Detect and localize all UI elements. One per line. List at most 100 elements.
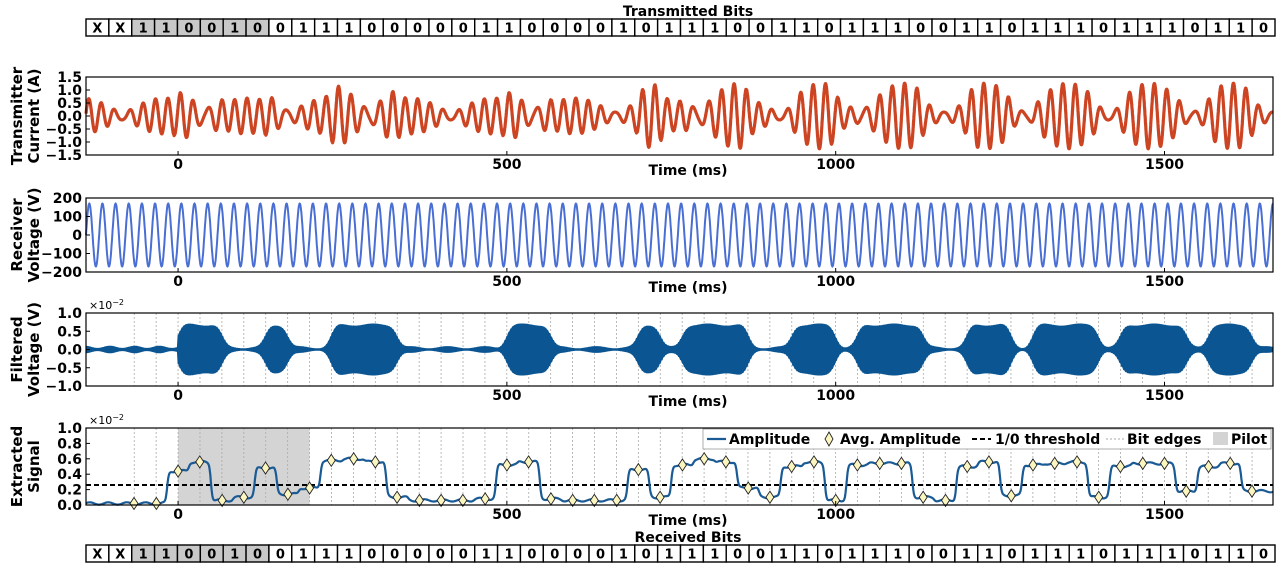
scale-label: ×10−2 [89,413,124,427]
bit-label: 1 [322,22,331,37]
avg-amplitude-marker [677,458,687,472]
avg-amplitude-marker [370,455,380,469]
bit-label: 0 [527,22,536,37]
y-tick-label: −100 [41,247,82,263]
plot-frame [85,427,1274,506]
avg-amplitude-marker [195,455,205,469]
bit-label: 1 [1122,22,1131,37]
x-tick-label: 0 [173,274,183,290]
bit-label: 0 [367,548,376,563]
y-tick-label: 0.6 [57,452,82,468]
bit-label: 1 [870,22,879,37]
avg-amplitude-marker [721,455,731,469]
bit-label: X [115,22,125,37]
avg-amplitude-marker [699,451,709,466]
bit-label: 1 [1236,548,1245,563]
avg-amplitude-marker [765,490,775,505]
y-tick-label: −1.0 [45,135,82,151]
bit-label: 0 [939,548,948,563]
bit-label: 0 [276,22,285,37]
y-tick-label: −200 [41,265,82,281]
bit-label: 0 [1099,548,1108,563]
bit-label: 0 [916,22,925,37]
bit-label: 1 [779,22,788,37]
bit-label: 1 [162,22,171,37]
avg-amplitude-marker [436,493,446,508]
bit-label: 1 [1030,548,1039,563]
x-tick-label: 0 [173,157,183,173]
y-tick-label: −1.5 [45,148,82,164]
bit-label: 0 [1259,22,1268,37]
legend-amplitude-label: Amplitude [729,432,810,448]
x-tick-label: 500 [492,274,521,290]
bit-label: 0 [1259,548,1268,563]
bit-label: 1 [893,548,902,563]
bit-label: 0 [436,548,445,563]
bit-label: 0 [276,548,285,563]
avg-amplitude-marker [129,496,139,511]
legend-pilot-swatch [1213,432,1228,445]
avg-amplitude-marker [1159,456,1170,471]
bit-label: 1 [1122,548,1131,563]
bit-label: 0 [390,22,399,37]
bit-label: 0 [390,548,399,563]
bit-label: 1 [962,22,971,37]
avg-amplitude-marker [896,456,906,471]
bit-label: 1 [1213,22,1222,37]
bit-label: 1 [619,22,628,37]
avg-amplitude-marker [655,490,665,505]
y-tick-label: 0.4 [57,467,82,483]
transmitter-current-panel: 1.51.00.50.0−0.5−1.0−1.5 0 500 1000 1500 Time… [8,66,1275,179]
legend-pilot-label: Pilot [1231,432,1267,448]
y-tick-label: −0.5 [45,361,82,377]
y-tick-label: 0.0 [57,343,82,359]
bit-label: 0 [756,548,765,563]
x-tick-label: 0 [173,388,183,404]
x-tick-label: 1500 [1145,388,1184,404]
bit-label: 1 [687,22,696,37]
scale-label: ×10−2 [89,298,124,312]
bit-label: 0 [413,22,422,37]
avg-amplitude-marker [831,493,841,508]
y-tick-label: 0.5 [57,96,82,112]
bit-label: 1 [1076,548,1085,563]
bit-label: 1 [1076,22,1085,37]
bit-cell [1251,544,1276,563]
bit-label: 0 [550,22,559,37]
bit-label: 0 [825,548,834,563]
bit-label: 0 [367,22,376,37]
bit-label: 1 [802,548,811,563]
bit-label: 0 [184,548,193,563]
x-tick-label: 1000 [816,157,855,173]
bit-label: 0 [1008,548,1017,563]
x-axis-label: Time (ms) [648,163,727,179]
x-tick-label: 500 [492,388,521,404]
bit-label: 1 [322,548,331,563]
x-tick-label: 1500 [1145,157,1184,173]
avg-amplitude-marker [1225,456,1235,471]
x-tick-label: 500 [492,157,521,173]
avg-amplitude-marker [239,490,249,505]
avg-amplitude-marker [151,496,161,511]
bit-label: 1 [985,548,994,563]
y-axis-label: ReceiverVoltage (V) [8,188,43,283]
avg-amplitude-marker [1072,455,1082,469]
bit-label: 1 [344,548,353,563]
avg-amplitude-marker [1247,484,1257,498]
bit-label: 0 [573,548,582,563]
avg-amplitude-marker [502,458,512,472]
avg-amplitude-marker [612,493,622,508]
avg-amplitude-marker [962,459,972,474]
x-tick-label: 0 [173,507,183,523]
legend-avg-label: Avg. Amplitude [840,432,961,448]
bit-label: 1 [985,22,994,37]
bit-label: 0 [642,22,651,37]
y-tick-label: 1.0 [57,83,82,99]
bit-label: 0 [756,22,765,37]
y-tick-label: −1.0 [45,379,82,395]
avg-amplitude-marker [305,481,315,495]
bit-label: 1 [1168,548,1177,563]
